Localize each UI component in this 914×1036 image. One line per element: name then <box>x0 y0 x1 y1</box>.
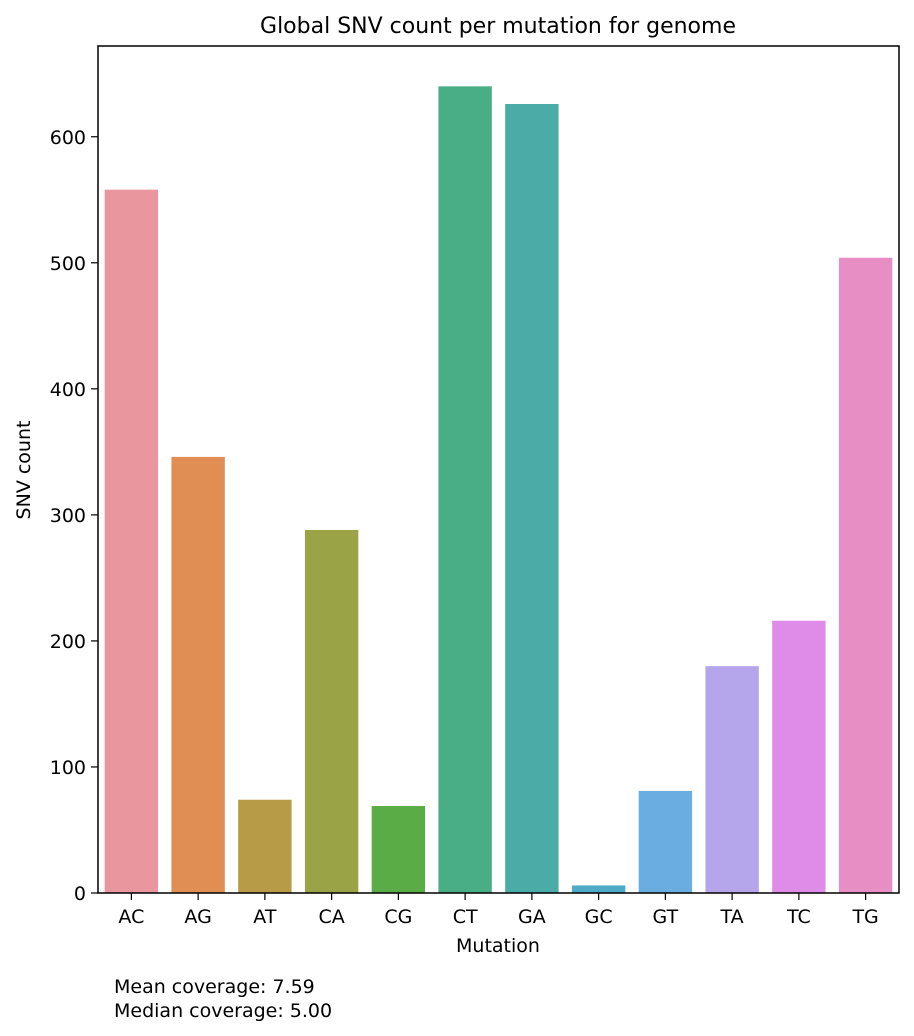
y-tick-label: 600 <box>50 127 86 149</box>
bar-tc <box>772 620 826 893</box>
y-axis-label: SNV count <box>13 421 35 520</box>
x-tick-label: AG <box>184 906 211 928</box>
median-coverage-note: Median coverage: 5.00 <box>114 1000 333 1022</box>
x-tick-label: CT <box>453 906 478 928</box>
x-tick-label: TG <box>851 906 878 928</box>
x-tick-label: CA <box>318 906 344 928</box>
x-tick-label: TC <box>786 906 811 928</box>
bar-ac <box>104 189 159 893</box>
chart-title: Global SNV count per mutation for genome <box>260 14 736 39</box>
x-tick-label: GT <box>653 906 679 928</box>
plot-frame <box>97 45 900 894</box>
y-tick-label: 100 <box>50 757 86 779</box>
x-tick-label: TA <box>720 906 744 928</box>
y-tick-label: 500 <box>50 253 86 275</box>
bar-ca <box>304 530 359 893</box>
y-tick-label: 0 <box>74 883 86 905</box>
y-tick-label: 300 <box>50 505 86 527</box>
bar-gt <box>638 790 693 893</box>
x-tick-label: AT <box>253 906 277 928</box>
x-tick-label: CG <box>384 906 412 928</box>
x-tick-label: GA <box>518 906 546 928</box>
bar-chart: Global SNV count per mutation for genome… <box>13 14 900 957</box>
bar-gc <box>571 885 626 893</box>
bar-tg <box>838 257 893 893</box>
y-tick-label: 200 <box>50 631 86 653</box>
bar-ct <box>438 86 492 894</box>
y-tick-label: 400 <box>50 379 86 401</box>
bar-cg <box>371 806 426 893</box>
bar-ta <box>705 666 759 893</box>
x-axis-label: Mutation <box>456 935 540 957</box>
x-tick-label: GC <box>585 906 613 928</box>
bar-ag <box>171 456 225 893</box>
mean-coverage-note: Mean coverage: 7.59 <box>114 976 315 998</box>
bar-ga <box>505 103 559 893</box>
bar-at <box>238 799 292 893</box>
x-tick-label: AC <box>118 906 144 928</box>
